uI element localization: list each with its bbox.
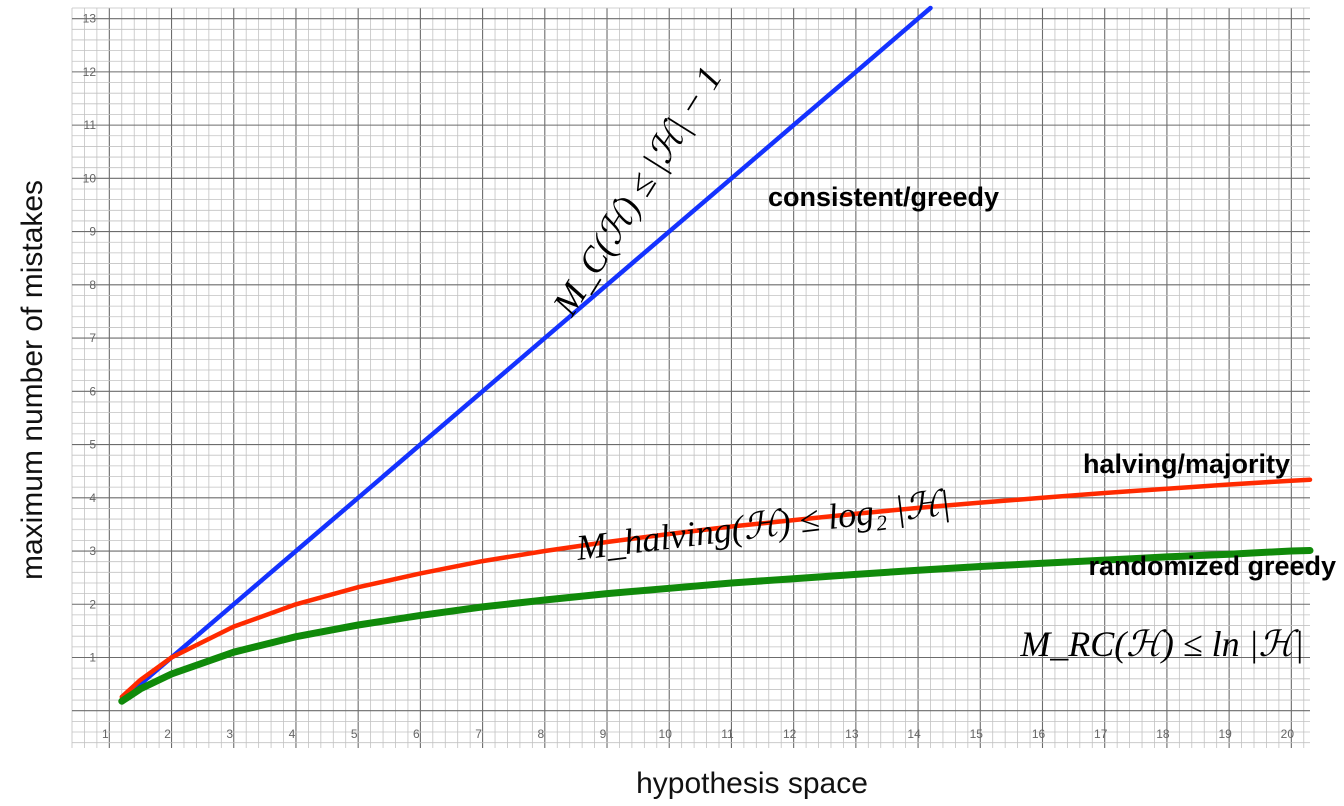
y-tick-label: 12 [83, 65, 97, 79]
x-tick-label: 11 [721, 727, 734, 741]
series-line-consistent-greedy [119, 5, 933, 703]
y-tick-label: 9 [89, 225, 96, 239]
x-tick-label: 14 [907, 727, 921, 741]
formula-consistent: M_C(ℋ) ≤ |ℋ| − 1 [544, 59, 729, 323]
x-tick-label: 16 [1032, 727, 1046, 741]
y-tick-label: 1 [89, 650, 96, 664]
x-tick-label: 4 [289, 727, 296, 741]
y-axis-title: maximum number of mistakes [16, 180, 49, 580]
y-tick-label: 4 [89, 491, 96, 505]
x-tick-label: 3 [226, 727, 233, 741]
x-tick-label: 19 [1218, 727, 1232, 741]
x-tick-label: 10 [659, 727, 673, 741]
formula-randomized: M_RC(ℋ) ≤ ln |ℋ| [1019, 624, 1304, 664]
x-tick-label: 12 [783, 727, 797, 741]
x-tick-label: 18 [1156, 727, 1170, 741]
x-tick-label: 13 [845, 727, 859, 741]
x-tick-label: 20 [1281, 727, 1295, 741]
x-tick-label: 1 [102, 727, 109, 741]
y-tick-label: 5 [89, 438, 96, 452]
y-tick-label: 13 [83, 12, 97, 26]
x-tick-label: 5 [351, 727, 358, 741]
formula-halving: M_halving(ℋ) ≤ log₂ |ℋ| [573, 482, 952, 568]
x-tick-label: 17 [1094, 727, 1108, 741]
x-tick-label: 8 [537, 727, 544, 741]
x-tick-label: 15 [970, 727, 984, 741]
series-name-halving-majority: halving/majority [1083, 449, 1290, 479]
y-tick-label: 2 [89, 597, 96, 611]
series-name-randomized-greedy: randomized greedy [1088, 551, 1336, 581]
series-line-randomized-greedy [118, 547, 1314, 705]
x-tick-label: 2 [164, 727, 171, 741]
series-lines [118, 5, 1314, 705]
tick-labels: 1 2 3 4 5 6 7 8 9 10 11 12 13 14 15 16 17 18 19 20123456789… [83, 12, 1295, 741]
x-tick-label: 6 [413, 727, 420, 741]
y-tick-label: 8 [89, 278, 96, 292]
series-line-halving-majority [119, 477, 1313, 700]
series-name-consistent-greedy: consistent/greedy [768, 182, 999, 212]
x-tick-label: 7 [475, 727, 482, 741]
y-tick-label: 6 [89, 384, 96, 398]
y-tick-label: 7 [89, 331, 96, 345]
y-tick-label: 3 [89, 544, 96, 558]
y-tick-label: 11 [84, 118, 97, 132]
x-axis-title: hypothesis space [636, 767, 868, 800]
y-tick-label: 10 [83, 171, 97, 185]
x-tick-label: 9 [600, 727, 607, 741]
